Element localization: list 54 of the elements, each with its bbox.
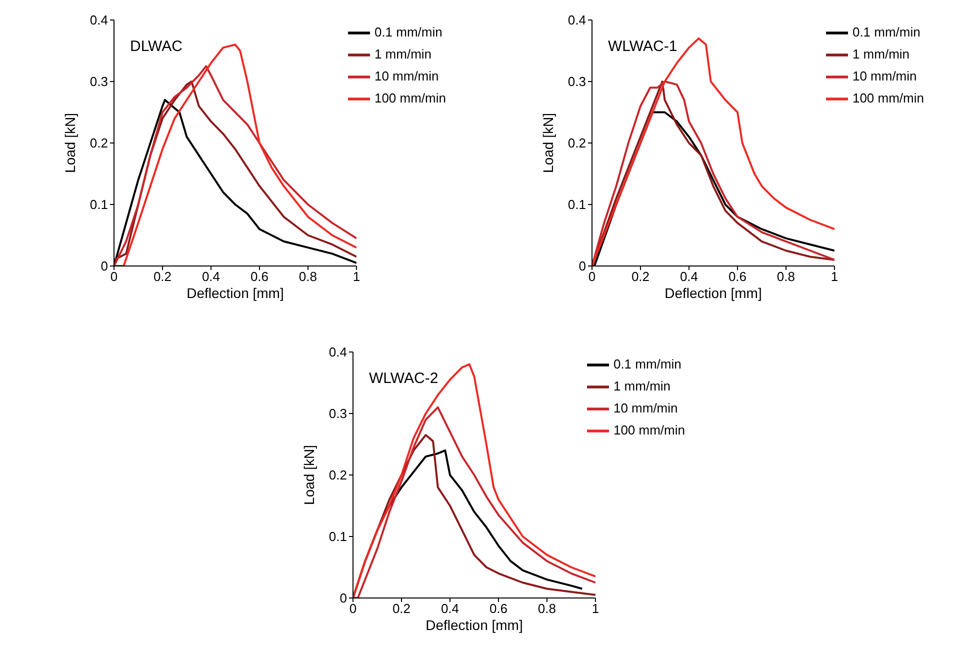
- x-tick-label: 0.8: [776, 269, 796, 284]
- legend-label: 1 mm/min: [374, 46, 432, 62]
- x-tick-label: 0.4: [202, 269, 220, 284]
- x-tick-label: 0.8: [538, 601, 556, 616]
- y-tick-label: 0.3: [568, 74, 586, 90]
- x-tick-label: 0.4: [440, 601, 460, 616]
- x-tick-label: 1: [352, 269, 360, 284]
- y-tick-label: 0.1: [568, 197, 586, 212]
- y-axis-title: Load [kN]: [300, 445, 317, 505]
- legend-label: 10 mm/min: [374, 68, 439, 84]
- x-tick-label: 1: [830, 269, 838, 284]
- legend-label: 10 mm/min: [613, 400, 678, 416]
- legend-label: 100 mm/min: [374, 90, 446, 106]
- legend-label: 0.1 mm/min: [613, 356, 682, 372]
- x-tick-label: 0.6: [250, 269, 269, 284]
- y-tick-label: 0.3: [90, 74, 108, 90]
- x-tick-label: 1: [592, 601, 600, 616]
- text: DLWAC: [130, 38, 182, 55]
- legend-label: 100 mm/min: [852, 90, 924, 106]
- x-tick-label: 0.6: [728, 269, 747, 284]
- legend-label: 10 mm/min: [852, 68, 917, 84]
- x-tick-label: 0: [349, 601, 357, 616]
- x-tick-label: 0.2: [153, 269, 172, 284]
- x-tick-label: 0.6: [489, 601, 508, 616]
- y-tick-label: 0: [578, 258, 586, 274]
- legend-label: 100 mm/min: [613, 422, 685, 438]
- y-tick-label: 0: [100, 258, 108, 274]
- y-tick-label: 0.2: [328, 468, 347, 483]
- legend-label: 1 mm/min: [852, 46, 910, 62]
- x-tick-label: 0.2: [631, 269, 650, 284]
- x-tick-label: 0: [110, 269, 118, 284]
- text: WLWAC-2: [369, 370, 438, 387]
- legend-label: 0.1 mm/min: [852, 24, 920, 40]
- legend-label: 0.1 mm/min: [374, 24, 442, 40]
- y-tick-label: 0.1: [90, 197, 108, 212]
- y-tick-label: 0.2: [90, 136, 108, 151]
- y-tick-label: 0.4: [568, 12, 586, 28]
- x-tick-label: 0.8: [298, 269, 318, 284]
- y-tick-label: 0.3: [328, 406, 347, 422]
- y-tick-label: 0.4: [90, 12, 108, 28]
- x-axis-title: Deflection [mm]: [664, 285, 762, 301]
- x-tick-label: 0.2: [392, 601, 411, 616]
- text: WLWAC-1: [608, 38, 678, 55]
- y-axis-title: Load [kN]: [62, 113, 78, 173]
- legend-label: 1 mm/min: [613, 378, 671, 394]
- x-axis-title: Deflection [mm]: [426, 617, 523, 633]
- x-tick-label: 0: [588, 269, 596, 284]
- y-tick-label: 0: [340, 590, 347, 606]
- y-tick-label: 0.2: [568, 136, 586, 151]
- y-axis-title: Load [kN]: [540, 113, 556, 173]
- y-tick-label: 0.1: [328, 529, 347, 544]
- x-tick-label: 0.4: [680, 269, 698, 284]
- y-tick-label: 0.4: [328, 344, 347, 360]
- x-axis-title: Deflection [mm]: [186, 285, 284, 301]
